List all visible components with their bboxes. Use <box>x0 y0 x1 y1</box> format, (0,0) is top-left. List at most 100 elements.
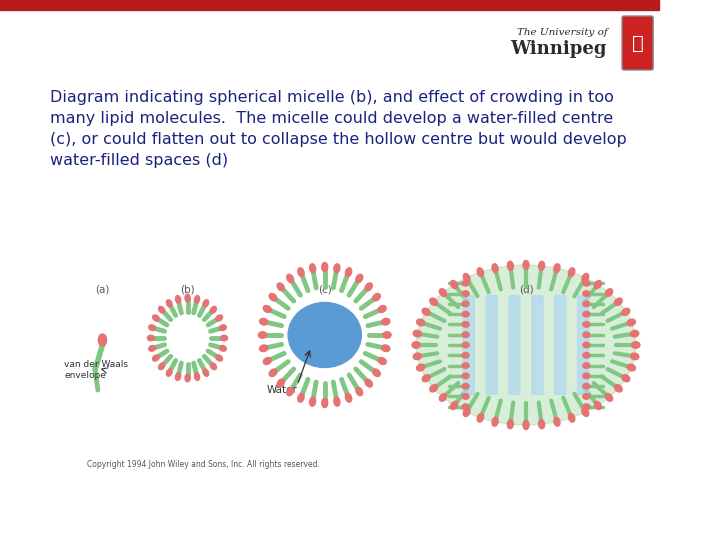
Ellipse shape <box>373 294 380 301</box>
Ellipse shape <box>277 379 284 387</box>
Ellipse shape <box>554 417 560 426</box>
Ellipse shape <box>373 369 380 376</box>
Ellipse shape <box>594 401 601 409</box>
Ellipse shape <box>260 319 268 325</box>
Ellipse shape <box>462 373 469 379</box>
Ellipse shape <box>210 306 217 313</box>
Ellipse shape <box>383 332 391 338</box>
Text: Diagram indicating spherical micelle (b), and effect of crowding in too
many lip: Diagram indicating spherical micelle (b)… <box>50 90 627 168</box>
Ellipse shape <box>298 394 304 402</box>
Bar <box>0 0 659 10</box>
Ellipse shape <box>523 260 529 269</box>
Ellipse shape <box>594 280 601 288</box>
Ellipse shape <box>185 294 190 302</box>
Ellipse shape <box>346 394 351 402</box>
Ellipse shape <box>260 345 268 352</box>
Ellipse shape <box>382 319 390 325</box>
Ellipse shape <box>622 375 630 382</box>
Ellipse shape <box>277 283 284 291</box>
Ellipse shape <box>451 280 458 288</box>
Ellipse shape <box>99 334 107 346</box>
Ellipse shape <box>606 394 613 401</box>
Ellipse shape <box>166 300 172 307</box>
Ellipse shape <box>220 335 228 341</box>
Ellipse shape <box>463 408 470 416</box>
Ellipse shape <box>422 308 430 315</box>
Text: Copyright 1994 John Wiley and Sons, Inc. All rights reserved.: Copyright 1994 John Wiley and Sons, Inc.… <box>87 460 320 469</box>
Ellipse shape <box>149 325 156 330</box>
FancyBboxPatch shape <box>555 295 566 394</box>
Ellipse shape <box>158 306 165 313</box>
Ellipse shape <box>582 342 590 348</box>
Ellipse shape <box>582 332 590 338</box>
Ellipse shape <box>539 261 544 271</box>
Ellipse shape <box>582 373 590 379</box>
Ellipse shape <box>523 421 529 429</box>
Ellipse shape <box>430 384 438 392</box>
Ellipse shape <box>153 315 159 321</box>
Ellipse shape <box>203 300 209 307</box>
Ellipse shape <box>417 319 425 326</box>
Ellipse shape <box>582 281 590 286</box>
Ellipse shape <box>492 264 498 273</box>
Ellipse shape <box>462 383 469 389</box>
Text: The University of: The University of <box>517 28 608 37</box>
Ellipse shape <box>631 330 639 337</box>
Ellipse shape <box>462 291 469 296</box>
Text: 🔰: 🔰 <box>631 33 644 52</box>
Ellipse shape <box>287 274 294 282</box>
Ellipse shape <box>462 342 469 348</box>
Ellipse shape <box>554 264 560 273</box>
Ellipse shape <box>322 262 328 272</box>
Ellipse shape <box>216 355 222 361</box>
Ellipse shape <box>582 301 590 307</box>
Ellipse shape <box>269 369 277 376</box>
Ellipse shape <box>539 420 544 429</box>
Ellipse shape <box>614 384 622 392</box>
Ellipse shape <box>606 289 613 296</box>
Ellipse shape <box>462 301 469 307</box>
Ellipse shape <box>310 397 315 406</box>
Ellipse shape <box>258 332 266 338</box>
Ellipse shape <box>439 289 446 296</box>
Ellipse shape <box>153 355 159 361</box>
Ellipse shape <box>322 399 328 408</box>
Ellipse shape <box>264 306 271 313</box>
FancyBboxPatch shape <box>486 295 498 394</box>
Ellipse shape <box>477 414 484 422</box>
Ellipse shape <box>462 281 469 286</box>
Ellipse shape <box>582 383 590 389</box>
Ellipse shape <box>631 353 639 360</box>
Ellipse shape <box>148 335 155 341</box>
Ellipse shape <box>614 298 622 306</box>
Ellipse shape <box>462 363 469 368</box>
Ellipse shape <box>310 264 315 273</box>
Ellipse shape <box>508 261 513 271</box>
Ellipse shape <box>462 332 469 338</box>
Ellipse shape <box>430 298 438 306</box>
Text: (b): (b) <box>180 285 195 295</box>
Ellipse shape <box>413 330 421 337</box>
Ellipse shape <box>203 369 209 376</box>
Ellipse shape <box>356 387 363 396</box>
Ellipse shape <box>269 294 277 301</box>
Ellipse shape <box>582 404 590 409</box>
Ellipse shape <box>210 363 217 369</box>
Ellipse shape <box>568 268 575 276</box>
Ellipse shape <box>158 363 165 369</box>
Text: Winnipeg: Winnipeg <box>510 40 607 58</box>
Ellipse shape <box>582 291 590 296</box>
FancyBboxPatch shape <box>509 295 520 394</box>
Ellipse shape <box>185 374 190 382</box>
Ellipse shape <box>439 394 446 401</box>
Ellipse shape <box>477 268 484 276</box>
Ellipse shape <box>627 319 635 326</box>
Text: (d): (d) <box>518 285 534 295</box>
Ellipse shape <box>220 325 226 330</box>
Ellipse shape <box>582 322 590 327</box>
Ellipse shape <box>365 283 372 291</box>
Ellipse shape <box>378 357 386 364</box>
Ellipse shape <box>582 353 590 358</box>
Ellipse shape <box>417 364 425 371</box>
Ellipse shape <box>166 369 172 376</box>
